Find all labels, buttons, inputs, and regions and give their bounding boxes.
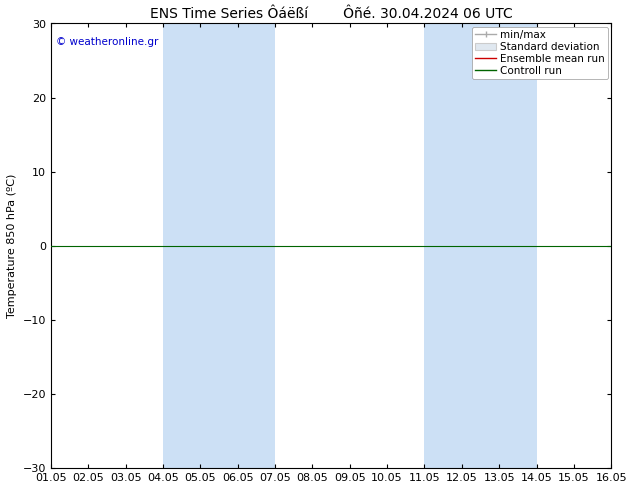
Legend: min/max, Standard deviation, Ensemble mean run, Controll run: min/max, Standard deviation, Ensemble me…: [472, 26, 608, 79]
Bar: [424, 24, 536, 468]
Text: © weatheronline.gr: © weatheronline.gr: [56, 37, 159, 47]
Title: ENS Time Series Ôáëßí        Ôñé. 30.04.2024 06 UTC: ENS Time Series Ôáëßí Ôñé. 30.04.2024 06…: [150, 7, 512, 21]
Bar: [163, 24, 275, 468]
Y-axis label: Temperature 850 hPa (ºC): Temperature 850 hPa (ºC): [7, 173, 17, 318]
